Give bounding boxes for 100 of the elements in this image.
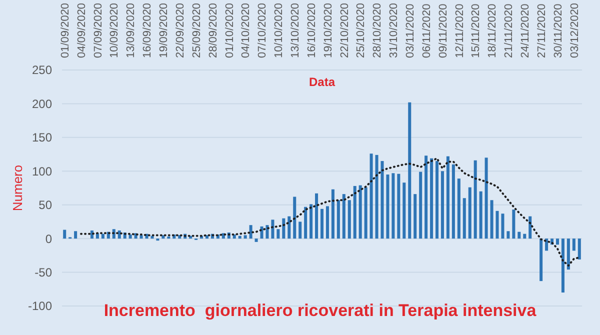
bar bbox=[254, 238, 258, 242]
bar bbox=[370, 154, 373, 239]
bar bbox=[271, 220, 274, 239]
bar bbox=[440, 171, 444, 239]
bar bbox=[63, 230, 66, 239]
x-tick-label: 28/10/2020 bbox=[372, 2, 384, 58]
bar bbox=[150, 236, 154, 239]
bar bbox=[276, 229, 280, 239]
bar bbox=[501, 214, 504, 239]
bar bbox=[512, 210, 516, 239]
y-tick-label: -100 bbox=[28, 299, 52, 314]
x-tick-label: 10/09/2020 bbox=[108, 2, 121, 58]
x-tick-label: 16/10/2020 bbox=[306, 2, 318, 58]
bar bbox=[320, 208, 324, 239]
bar bbox=[244, 235, 247, 239]
bar bbox=[545, 238, 548, 251]
bar bbox=[572, 238, 576, 251]
x-tick-label: 21/11/2020 bbox=[503, 4, 516, 58]
bar bbox=[419, 172, 422, 239]
bar bbox=[528, 216, 532, 239]
bar bbox=[128, 234, 132, 239]
bar bbox=[293, 196, 296, 239]
bar bbox=[424, 156, 428, 239]
bar bbox=[578, 238, 581, 260]
x-tick-label: 22/09/2020 bbox=[174, 2, 186, 58]
x-tick-label: 25/09/2020 bbox=[190, 2, 203, 58]
bar bbox=[304, 206, 308, 239]
bar bbox=[452, 164, 455, 239]
bar bbox=[364, 187, 368, 239]
bar bbox=[468, 187, 472, 239]
y-tick-label: 200 bbox=[32, 96, 52, 111]
bar bbox=[518, 232, 521, 239]
x-tick-label: 09/11/2020 bbox=[437, 4, 450, 58]
bar bbox=[74, 231, 78, 239]
x-tick-label: 10/10/2020 bbox=[273, 2, 286, 58]
bar bbox=[556, 238, 559, 245]
bar bbox=[402, 182, 406, 239]
x-tick-label: 28/09/2020 bbox=[207, 2, 220, 58]
x-tick-label: 24/11/2020 bbox=[519, 4, 532, 58]
x-tick-label: 03/11/2020 bbox=[404, 4, 416, 58]
x-tick-label: 19/09/2020 bbox=[158, 2, 170, 58]
bar bbox=[386, 174, 390, 239]
x-tick-label: 15/11/2020 bbox=[470, 4, 482, 58]
bar bbox=[298, 222, 302, 239]
bar bbox=[484, 158, 488, 239]
bar bbox=[436, 161, 439, 239]
bar bbox=[479, 191, 482, 239]
x-tick-label: 06/11/2020 bbox=[420, 4, 433, 58]
bar bbox=[523, 234, 526, 239]
x-tick-label: 04/09/2020 bbox=[76, 2, 88, 58]
x-tick-label: 07/09/2020 bbox=[92, 2, 104, 58]
bar bbox=[336, 200, 340, 239]
line-series bbox=[80, 157, 580, 267]
y-tick-label: 50 bbox=[38, 198, 52, 212]
bar bbox=[260, 226, 264, 239]
bar bbox=[540, 238, 543, 282]
bar bbox=[348, 200, 351, 239]
bar bbox=[232, 234, 236, 239]
bar bbox=[375, 154, 378, 239]
x-tick-label: 25/10/2020 bbox=[355, 2, 368, 58]
bar bbox=[310, 204, 313, 239]
bar bbox=[490, 200, 494, 239]
bar bbox=[446, 156, 450, 239]
bar bbox=[462, 198, 466, 239]
x-tick-label: 12/11/2020 bbox=[454, 4, 466, 58]
x-tick-label: 30/11/2020 bbox=[552, 4, 564, 58]
y-tick-label: -50 bbox=[34, 265, 52, 280]
x-tick-label: 01/10/2020 bbox=[224, 2, 236, 58]
x-tick-label: 07/10/2020 bbox=[256, 2, 269, 58]
x-tick-label: 13/09/2020 bbox=[125, 2, 138, 58]
bar bbox=[331, 189, 334, 239]
bar bbox=[353, 186, 356, 239]
bar bbox=[101, 234, 104, 239]
text: Incremento giornaliero ricoverati in Terapia intensiva bbox=[104, 301, 537, 320]
bar bbox=[561, 238, 564, 293]
bar bbox=[506, 231, 510, 239]
bar bbox=[342, 194, 346, 239]
x-tick-label: 04/10/2020 bbox=[240, 2, 252, 58]
x-tick-label: 13/10/2020 bbox=[289, 2, 302, 58]
x-tick-label: 31/10/2020 bbox=[388, 2, 400, 58]
y-tick-label: 100 bbox=[32, 164, 52, 178]
bar bbox=[397, 174, 400, 239]
bar bbox=[238, 236, 242, 239]
x-tick-label: 01/09/2020 bbox=[59, 2, 72, 58]
x-tick-label: 19/10/2020 bbox=[322, 2, 334, 58]
bar bbox=[474, 160, 477, 239]
bar bbox=[282, 218, 286, 239]
x-tick-label: 22/10/2020 bbox=[338, 2, 351, 58]
bar bbox=[266, 225, 269, 239]
x-tick-label: 16/09/2020 bbox=[142, 2, 154, 58]
y-tick-label: 150 bbox=[32, 130, 52, 145]
bar bbox=[358, 185, 362, 239]
x-tick-label: 03/12/2020 bbox=[568, 2, 581, 58]
y-tick-label: 250 bbox=[32, 63, 52, 78]
bar bbox=[392, 173, 395, 239]
x-tick-label: 18/11/2020 bbox=[486, 4, 499, 58]
y-axis-title: Numero bbox=[10, 164, 25, 212]
bar bbox=[326, 206, 329, 239]
x-axis-title: Data bbox=[308, 75, 336, 89]
bar bbox=[430, 158, 434, 239]
